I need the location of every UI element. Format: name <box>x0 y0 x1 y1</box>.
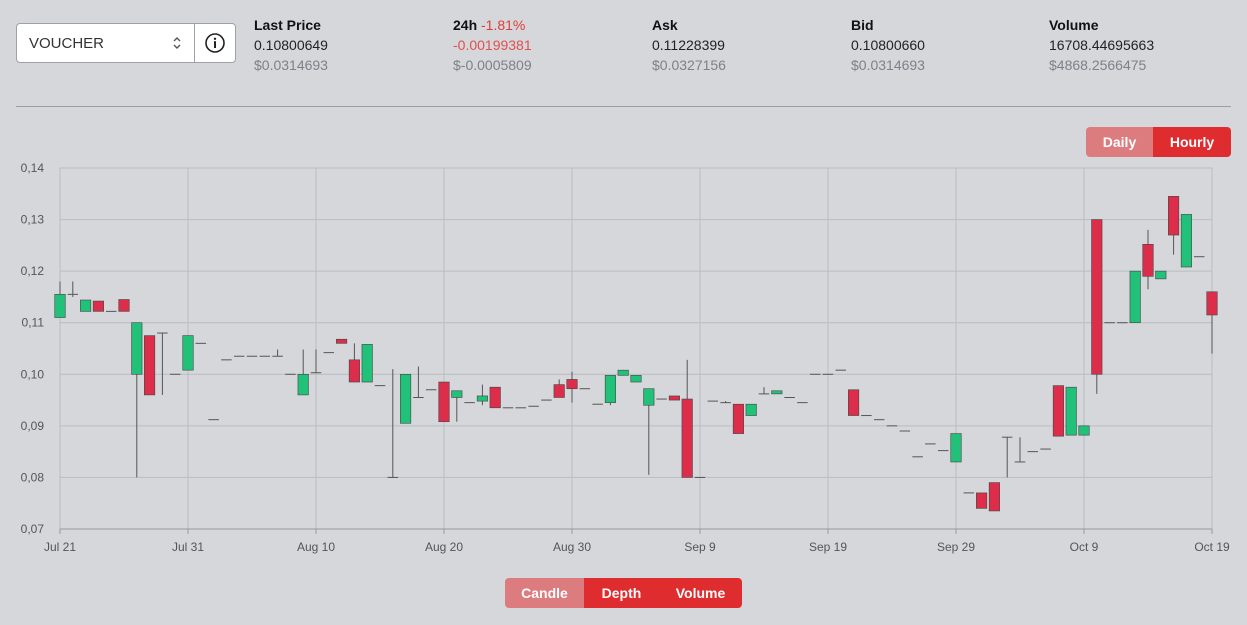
stat-label: Last Price <box>254 17 321 33</box>
candle-body <box>336 338 348 344</box>
view-candle-button[interactable]: Candle <box>505 578 584 608</box>
candle-body <box>400 373 412 424</box>
candle-body <box>1091 219 1103 375</box>
stat-label: Volume <box>1049 17 1099 33</box>
info-icon <box>205 33 225 53</box>
stat-ask: Ask 0.11228399 $0.0327156 <box>652 15 726 75</box>
candle-body <box>1142 244 1154 277</box>
candle-body <box>80 299 92 312</box>
chevron-up-down-icon <box>173 37 181 49</box>
y-tick-label: 0,07 <box>21 522 45 536</box>
candle-body <box>681 398 693 478</box>
stat-value: 16708.44695663 <box>1049 37 1155 53</box>
y-tick-label: 0,09 <box>21 419 45 433</box>
stat-value: 0.10800649 <box>254 37 328 53</box>
candle-body <box>1180 214 1192 268</box>
y-tick-label: 0,14 <box>21 161 45 175</box>
candle-body <box>988 482 1000 512</box>
y-tick-label: 0,08 <box>21 470 45 484</box>
candle-body <box>182 335 194 371</box>
candle-body <box>54 294 66 318</box>
market-dropdown[interactable]: VOUCHER <box>17 24 194 62</box>
stat-usd: $-0.0005809 <box>453 57 532 73</box>
candle-body <box>1168 196 1180 236</box>
candle-body <box>745 403 757 416</box>
stat-24h-change: 24h -1.81% -0.00199381 $-0.0005809 <box>453 15 532 75</box>
stat-value: -0.00199381 <box>453 37 532 53</box>
view-volume-button[interactable]: Volume <box>659 578 742 608</box>
header-divider <box>16 106 1231 107</box>
x-tick-label: Jul 31 <box>172 540 204 554</box>
candle-body <box>976 492 988 509</box>
candle-body <box>617 369 629 376</box>
stat-last-price: Last Price 0.10800649 $0.0314693 <box>254 15 328 75</box>
candle-body <box>643 388 655 406</box>
x-tick-label: Oct 9 <box>1070 540 1099 554</box>
y-tick-label: 0,12 <box>21 264 45 278</box>
y-tick-label: 0,13 <box>21 213 45 227</box>
candle-body <box>348 359 360 383</box>
x-tick-label: Jul 21 <box>44 540 76 554</box>
interval-daily-button[interactable]: Daily <box>1086 127 1153 157</box>
candle-body <box>476 395 488 402</box>
candle-body <box>131 322 143 375</box>
candle-body <box>297 373 309 396</box>
market-select[interactable]: VOUCHER <box>16 23 236 63</box>
candle-body <box>361 344 373 383</box>
info-button[interactable] <box>194 24 235 62</box>
y-tick-label: 0,11 <box>22 316 45 330</box>
candle-body <box>950 433 962 463</box>
view-toggle: Candle Depth Volume <box>505 578 742 608</box>
candle-body <box>489 386 501 409</box>
x-tick-label: Aug 30 <box>553 540 591 554</box>
stat-label: Ask <box>652 17 678 33</box>
x-tick-label: Sep 29 <box>937 540 975 554</box>
market-selected: VOUCHER <box>29 34 105 52</box>
candle-body <box>1078 425 1090 436</box>
candle-body <box>1129 270 1141 324</box>
candle-body <box>1155 270 1167 280</box>
candle-body <box>668 395 680 401</box>
candle-body <box>451 390 463 398</box>
candle-body <box>604 375 616 403</box>
interval-hourly-button[interactable]: Hourly <box>1153 127 1231 157</box>
change-percent: -1.81% <box>481 17 526 33</box>
candle-body <box>630 375 642 383</box>
x-tick-label: Aug 10 <box>297 540 335 554</box>
candle-body <box>144 335 156 396</box>
candle-body <box>732 403 744 434</box>
y-tick-label: 0,10 <box>21 367 45 381</box>
candle-body <box>1052 385 1064 437</box>
x-tick-label: Sep 9 <box>684 540 716 554</box>
stat-volume: Volume 16708.44695663 $4868.2566475 <box>1049 15 1154 75</box>
view-depth-button[interactable]: Depth <box>584 578 659 608</box>
interval-toggle: Daily Hourly <box>1086 127 1231 157</box>
candle-body <box>1065 386 1077 436</box>
stat-usd: $0.0314693 <box>254 57 328 73</box>
stat-bid: Bid 0.10800660 $0.0314693 <box>851 15 925 75</box>
stat-usd: $0.0314693 <box>851 57 925 73</box>
candle-body <box>771 390 783 395</box>
x-tick-label: Oct 19 <box>1194 540 1230 554</box>
stat-value: 0.10800660 <box>851 37 925 53</box>
stat-label-text: 24h <box>453 17 478 33</box>
stat-label: 24h -1.81% <box>453 15 532 35</box>
stat-usd: $4868.2566475 <box>1049 57 1147 73</box>
stat-value: 0.11228399 <box>652 37 725 53</box>
candle-body <box>553 384 565 398</box>
stat-label: Bid <box>851 17 874 33</box>
candle-body <box>92 300 104 312</box>
x-tick-label: Sep 19 <box>809 540 847 554</box>
candle-body <box>848 389 860 416</box>
candle-body <box>438 381 450 423</box>
x-tick-label: Aug 20 <box>425 540 463 554</box>
candle-body <box>566 379 578 390</box>
candle-body <box>1206 291 1218 316</box>
candle-body <box>118 299 130 312</box>
candlestick-chart: 0,07 0,08 0,09 0,10 0,11 0,12 0,13 0,14 Jul 21 Ju… <box>21 161 1230 554</box>
stat-usd: $0.0327156 <box>652 57 726 73</box>
